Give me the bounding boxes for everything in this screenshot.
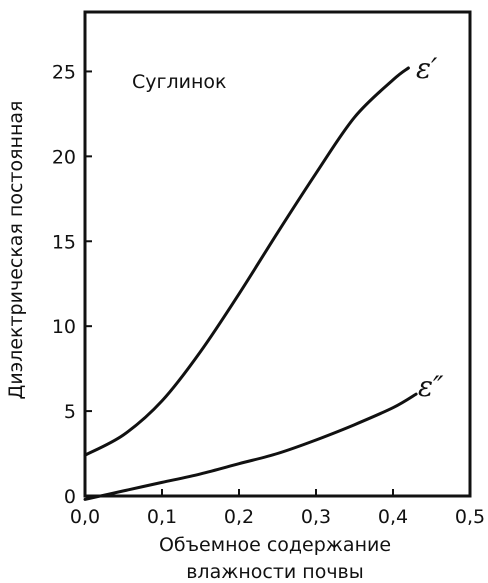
x-axis-title-line-2: влажности почвы <box>186 561 364 583</box>
series-label-eps-prime: ε′ <box>416 52 438 85</box>
y-tick-label: 25 <box>52 61 76 83</box>
x-tick-label: 0,0 <box>70 506 100 528</box>
x-tick-label: 0,4 <box>378 506 408 528</box>
x-tick-label: 0,1 <box>147 506 177 528</box>
y-tick-label: 0 <box>64 486 76 508</box>
y-tick-label: 5 <box>64 401 76 423</box>
series-line-eps-double-prime <box>83 392 418 501</box>
y-axis-ticks: 0 5 10 15 20 25 <box>52 61 92 508</box>
y-axis-title: Диэлектрическая постоянная <box>5 101 27 400</box>
x-tick-label: 0,2 <box>224 506 254 528</box>
annotation-soil-type: Суглинок <box>132 71 227 93</box>
x-axis-ticks: 0,0 0,1 0,2 0,3 0,4 0,5 <box>70 489 485 528</box>
x-tick-label: 0,5 <box>455 506 485 528</box>
x-tick-label: 0,3 <box>301 506 331 528</box>
x-axis-title-line-1: Объемное содержание <box>159 534 391 556</box>
series-line-eps-prime <box>83 66 410 457</box>
y-tick-label: 10 <box>52 316 76 338</box>
series-lines <box>83 66 418 501</box>
series-label-eps-double-prime: ε″ <box>418 370 444 403</box>
y-tick-label: 20 <box>52 146 76 168</box>
y-tick-label: 15 <box>52 231 76 253</box>
